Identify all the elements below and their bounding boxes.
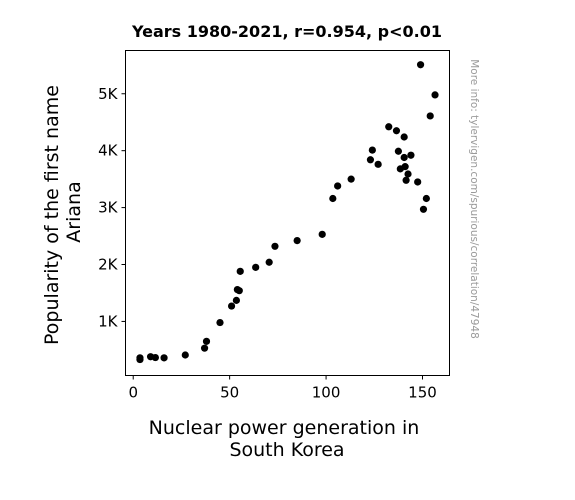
data-point (366, 156, 375, 164)
data-point (407, 151, 415, 159)
data-point (404, 170, 412, 178)
y-tick-label: 2K (98, 256, 119, 274)
data-point (227, 302, 236, 310)
data-point (202, 337, 211, 345)
data-point (400, 133, 408, 141)
x-tick-label: 150 (408, 384, 437, 402)
y-axis-label-line-1: Popularity of the first name (41, 85, 63, 345)
watermark: More info: tylervigen.com/spurious/corre… (468, 59, 480, 339)
data-point (200, 344, 209, 352)
data-point (426, 112, 434, 120)
data-point (374, 160, 382, 168)
data-point (400, 153, 408, 162)
data-point (151, 353, 159, 362)
data-point (265, 258, 273, 266)
x-tick-label: 50 (220, 384, 239, 402)
data-point (394, 147, 402, 155)
data-point (271, 242, 279, 250)
data-point (368, 146, 376, 154)
data-point (402, 176, 410, 184)
data-point (416, 61, 425, 69)
data-point (160, 354, 168, 362)
chart-title: Years 1980-2021, r=0.954, p<0.01 (131, 22, 442, 41)
data-point (392, 127, 401, 135)
y-tick-label: 3K (98, 199, 119, 217)
data-point (431, 91, 439, 99)
y-tick-label: 5K (98, 85, 119, 103)
x-axis-label-line-1: Nuclear power generation in (149, 417, 420, 439)
data-point (347, 175, 355, 183)
x-tick-label: 0 (128, 384, 138, 402)
data-point (422, 194, 430, 203)
data-points (136, 61, 439, 364)
data-point (419, 205, 428, 213)
x-axis: 0 50 100 150 (128, 375, 437, 402)
data-point (334, 182, 342, 190)
y-axis-label-line-2: Ariana (63, 181, 85, 242)
x-tick-label: 100 (312, 384, 341, 402)
x-axis-label: Nuclear power generation in South Korea (149, 417, 426, 461)
data-point (235, 287, 243, 295)
data-point (216, 318, 224, 327)
data-point (136, 355, 144, 364)
y-axis-label: Popularity of the first name Ariana (41, 79, 85, 345)
y-tick-label: 4K (98, 142, 119, 160)
data-point (401, 163, 409, 171)
data-point (293, 237, 301, 245)
y-axis: 1K 2K 3K 4K 5K (98, 85, 126, 330)
plot-area (125, 50, 450, 376)
data-point (232, 296, 240, 304)
x-axis-label-line-2: South Korea (229, 439, 344, 461)
data-point (236, 267, 244, 275)
data-point (385, 123, 393, 131)
data-point (181, 351, 189, 359)
data-point (252, 263, 260, 271)
y-tick-label: 1K (98, 312, 119, 330)
data-point (329, 194, 337, 203)
data-point (414, 178, 422, 186)
data-point (318, 230, 326, 238)
